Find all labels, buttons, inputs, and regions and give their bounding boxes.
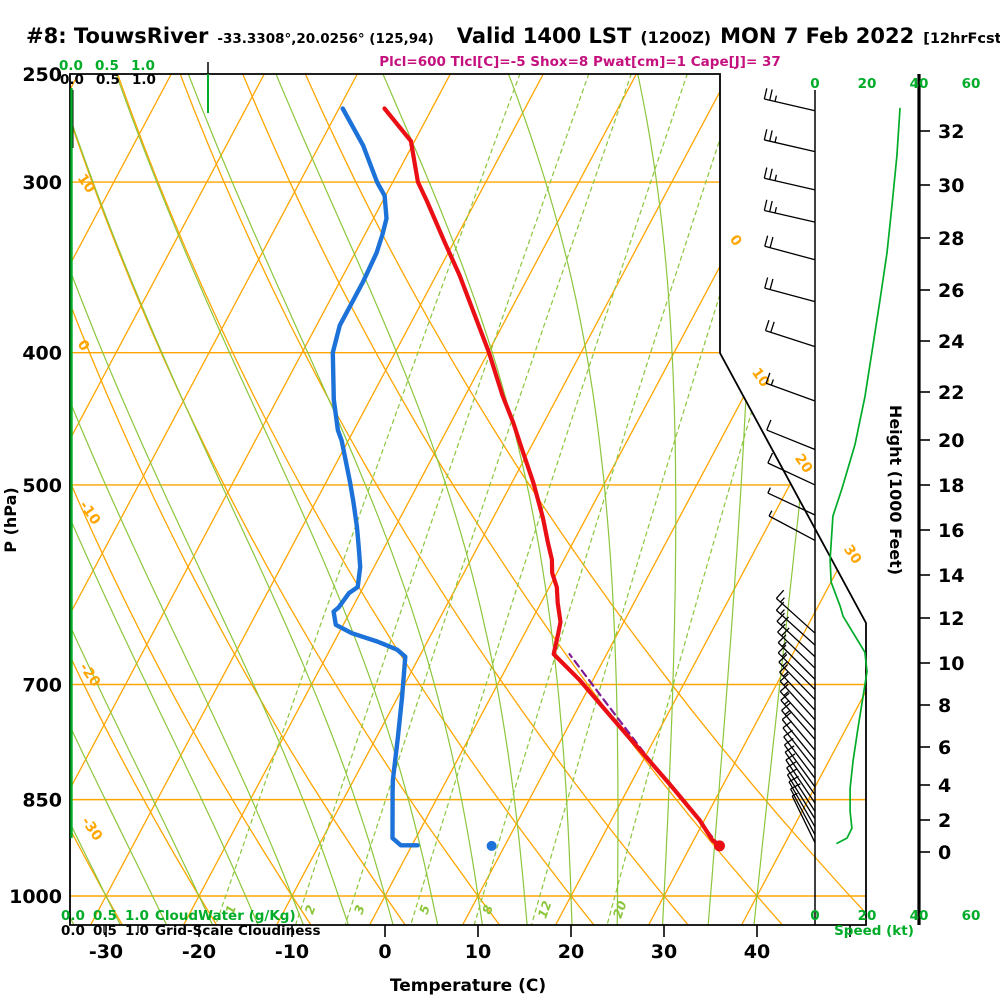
svg-text:28: 28 <box>938 228 964 250</box>
svg-text:0.0: 0.0 <box>59 58 83 74</box>
svg-text:10: 10 <box>938 653 964 675</box>
svg-text:3: 3 <box>351 903 368 916</box>
temperature-curve <box>382 106 722 849</box>
svg-text:6: 6 <box>938 737 951 759</box>
svg-text:0: 0 <box>810 908 819 924</box>
svg-text:0.5: 0.5 <box>95 58 119 74</box>
valid-date: MON 7 Feb 2022 <box>720 24 915 48</box>
svg-text:10: 10 <box>465 941 491 963</box>
svg-text:700: 700 <box>22 674 62 696</box>
svg-text:500: 500 <box>22 475 62 497</box>
forecast-tag: [12hrFcst@0438z] <box>923 31 1000 47</box>
parcel-parameters: Plcl=600 Tlcl[C]=-5 Shox=8 Pwat[cm]=1 Ca… <box>379 54 781 70</box>
cloud-scales: 0.00.00.00.00.50.50.50.51.01.01.01.0Clou… <box>59 58 320 939</box>
svg-text:18: 18 <box>938 475 964 497</box>
svg-text:Temperature (C): Temperature (C) <box>390 976 546 996</box>
svg-text:60: 60 <box>962 908 981 924</box>
svg-text:20: 20 <box>858 908 877 924</box>
valid-time: Valid 1400 LST <box>456 24 632 48</box>
svg-text:12: 12 <box>535 899 555 920</box>
svg-text:16: 16 <box>938 520 964 542</box>
cloudwater-profile <box>69 62 209 838</box>
svg-text:250: 250 <box>22 64 62 86</box>
svg-text:850: 850 <box>22 790 62 812</box>
svg-text:10: 10 <box>748 365 772 390</box>
station-coords: -33.3308°,20.0256° (125,94) <box>217 31 434 47</box>
svg-text:-10: -10 <box>76 498 104 528</box>
station-title: #8: TouwsRiver <box>26 24 209 48</box>
surface-temp-dot <box>713 840 725 852</box>
svg-text:0.0: 0.0 <box>60 72 84 88</box>
svg-text:8: 8 <box>938 695 951 717</box>
svg-text:40: 40 <box>744 941 770 963</box>
svg-text:-30: -30 <box>89 941 123 963</box>
valid-zulu: (1200Z) <box>640 28 712 47</box>
svg-text:40: 40 <box>910 908 929 924</box>
svg-text:-20: -20 <box>76 660 104 690</box>
pressure-axis: 250 300 400 500 700 850 1000 P (hPa) <box>1 64 62 908</box>
svg-text:0: 0 <box>378 941 391 963</box>
title-bar: #8: TouwsRiver -33.3308°,20.0256° (125,9… <box>26 24 1000 48</box>
surface-dewpoint-dot <box>486 840 497 851</box>
surface-dewpoint-dot <box>486 840 497 851</box>
svg-text:300: 300 <box>22 172 62 194</box>
dewpoint-curve <box>330 106 420 848</box>
svg-text:0: 0 <box>938 842 951 864</box>
svg-text:CloudWater (g/Kg): CloudWater (g/Kg) <box>155 908 296 924</box>
svg-text:14: 14 <box>938 565 964 587</box>
svg-text:-20: -20 <box>182 941 216 963</box>
wind-barbs <box>763 88 816 843</box>
svg-text:1000: 1000 <box>9 886 62 908</box>
svg-text:Height (1000 Feet): Height (1000 Feet) <box>886 405 905 575</box>
svg-text:32: 32 <box>938 121 964 143</box>
temperature-axis: -30 -20 -10 0 10 20 30 40 Temperature (C) <box>89 925 851 996</box>
svg-text:1.0: 1.0 <box>125 908 149 924</box>
wind-speed-profile <box>829 107 901 845</box>
plot-frame <box>69 73 867 926</box>
svg-text:0.5: 0.5 <box>96 72 120 88</box>
svg-text:0.5: 0.5 <box>93 908 117 924</box>
svg-text:5: 5 <box>416 903 433 917</box>
svg-text:400: 400 <box>22 343 62 365</box>
svg-text:Grid-Scale Cloudiness: Grid-Scale Cloudiness <box>155 923 321 939</box>
svg-text:1.0: 1.0 <box>125 923 149 939</box>
svg-text:40: 40 <box>910 76 929 92</box>
svg-text:60: 60 <box>962 76 981 92</box>
svg-text:0: 0 <box>726 232 745 249</box>
svg-text:30: 30 <box>840 542 864 567</box>
svg-text:12: 12 <box>938 608 964 630</box>
svg-text:-30: -30 <box>78 814 106 844</box>
svg-text:26: 26 <box>938 280 964 302</box>
svg-text:20: 20 <box>938 430 964 452</box>
svg-text:24: 24 <box>938 331 964 353</box>
svg-text:0.5: 0.5 <box>93 923 117 939</box>
svg-text:8: 8 <box>479 903 496 917</box>
svg-text:0.0: 0.0 <box>61 923 85 939</box>
svg-text:30: 30 <box>651 941 677 963</box>
svg-text:0.0: 0.0 <box>61 908 85 924</box>
svg-text:2: 2 <box>938 810 951 832</box>
svg-text:20: 20 <box>858 76 877 92</box>
svg-text:20: 20 <box>610 898 630 920</box>
svg-text:10: 10 <box>74 171 98 196</box>
svg-text:1.0: 1.0 <box>131 58 155 74</box>
svg-text:20: 20 <box>791 451 815 476</box>
svg-text:22: 22 <box>938 382 964 404</box>
svg-text:0: 0 <box>810 76 819 92</box>
svg-text:30: 30 <box>938 175 964 197</box>
svg-text:20: 20 <box>558 941 584 963</box>
svg-text:1.0: 1.0 <box>132 72 156 88</box>
svg-text:P (hPa): P (hPa) <box>1 487 20 552</box>
surface-temp-dot <box>713 840 725 852</box>
svg-text:4: 4 <box>938 775 951 797</box>
svg-text:-10: -10 <box>275 941 309 963</box>
svg-text:Speed (kt): Speed (kt) <box>834 923 914 939</box>
